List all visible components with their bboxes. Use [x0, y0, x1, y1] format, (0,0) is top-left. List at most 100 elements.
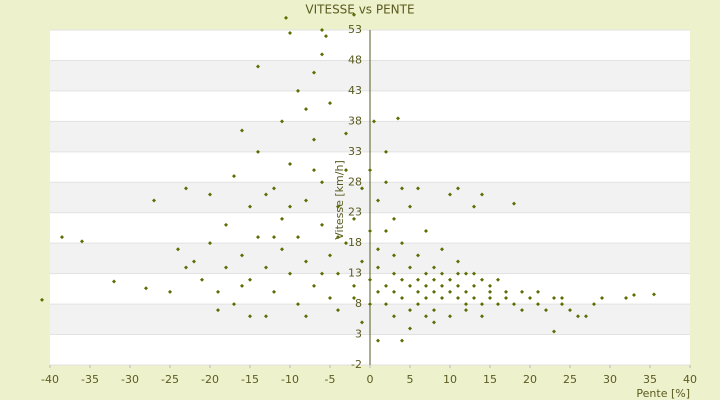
point — [240, 128, 244, 133]
point — [488, 283, 492, 288]
point — [464, 302, 468, 307]
x-tick-label: 15 — [483, 373, 497, 386]
x-tick-label: -15 — [241, 373, 259, 386]
point — [384, 180, 388, 185]
point — [400, 186, 404, 191]
y-tick-label: 48 — [348, 53, 362, 66]
y-tick-label: 33 — [348, 145, 362, 158]
point — [312, 283, 316, 288]
point — [272, 235, 276, 240]
point — [368, 277, 372, 282]
point — [280, 216, 284, 221]
point — [320, 180, 324, 185]
point — [328, 253, 332, 258]
point — [232, 302, 236, 307]
point — [256, 149, 260, 154]
point — [416, 277, 420, 282]
point — [344, 131, 348, 136]
point — [456, 271, 460, 276]
point — [456, 186, 460, 191]
point — [448, 192, 452, 197]
point — [536, 302, 540, 307]
point — [392, 253, 396, 258]
point — [360, 320, 364, 325]
point — [560, 296, 564, 300]
point — [256, 235, 260, 240]
y-tick-label: -2 — [351, 358, 362, 371]
y-tick-label: 53 — [348, 23, 362, 36]
point — [376, 289, 380, 294]
point — [544, 308, 548, 313]
point — [472, 283, 476, 288]
point — [456, 283, 460, 288]
x-tick-label: 10 — [443, 373, 457, 386]
x-tick-label: 20 — [523, 373, 537, 386]
point — [376, 338, 380, 343]
point — [344, 241, 348, 246]
x-tick-label: -35 — [81, 373, 99, 386]
x-tick-label: 25 — [563, 373, 577, 386]
x-tick-label: -30 — [121, 373, 139, 386]
point — [520, 289, 524, 294]
point — [480, 192, 484, 197]
point — [416, 186, 420, 191]
x-tick-label: 35 — [643, 373, 657, 386]
point — [472, 271, 476, 276]
x-tick-label: -20 — [201, 373, 219, 386]
point — [240, 283, 244, 288]
point — [392, 271, 396, 276]
point — [584, 314, 588, 319]
point — [368, 168, 372, 173]
point — [328, 296, 332, 300]
point — [40, 297, 44, 302]
point — [464, 308, 468, 313]
point — [512, 302, 516, 307]
point — [400, 338, 404, 343]
point — [440, 296, 444, 300]
point — [552, 329, 556, 334]
point — [264, 265, 268, 270]
point — [464, 271, 468, 276]
point — [296, 235, 300, 240]
point — [264, 192, 268, 197]
point — [184, 186, 188, 191]
point — [504, 296, 508, 300]
point — [576, 314, 580, 319]
x-tick-label: -5 — [325, 373, 336, 386]
point — [416, 253, 420, 258]
y-axis-title: Vitesse [km/h] — [333, 160, 346, 240]
point — [408, 326, 412, 331]
point — [432, 277, 436, 282]
x-tick-label: -10 — [281, 373, 299, 386]
point — [384, 302, 388, 307]
y-tick-label: 43 — [348, 84, 362, 97]
point — [284, 15, 288, 20]
point — [288, 204, 292, 209]
point — [224, 222, 228, 227]
point — [392, 314, 396, 319]
point — [288, 271, 292, 276]
x-tick-label: 0 — [367, 373, 374, 386]
point — [208, 241, 212, 246]
point — [336, 204, 340, 209]
point — [400, 241, 404, 246]
point — [396, 116, 400, 121]
point — [312, 168, 316, 173]
point — [324, 34, 328, 39]
point — [440, 283, 444, 288]
point — [216, 308, 220, 313]
point — [352, 296, 356, 300]
point — [372, 119, 376, 124]
point — [528, 296, 532, 300]
point — [448, 314, 452, 319]
point — [352, 216, 356, 221]
point — [520, 308, 524, 313]
point — [456, 259, 460, 264]
point — [416, 302, 420, 307]
point — [600, 296, 604, 300]
point — [272, 186, 276, 191]
point — [376, 247, 380, 252]
point — [536, 289, 540, 294]
point — [312, 137, 316, 142]
point — [440, 271, 444, 276]
